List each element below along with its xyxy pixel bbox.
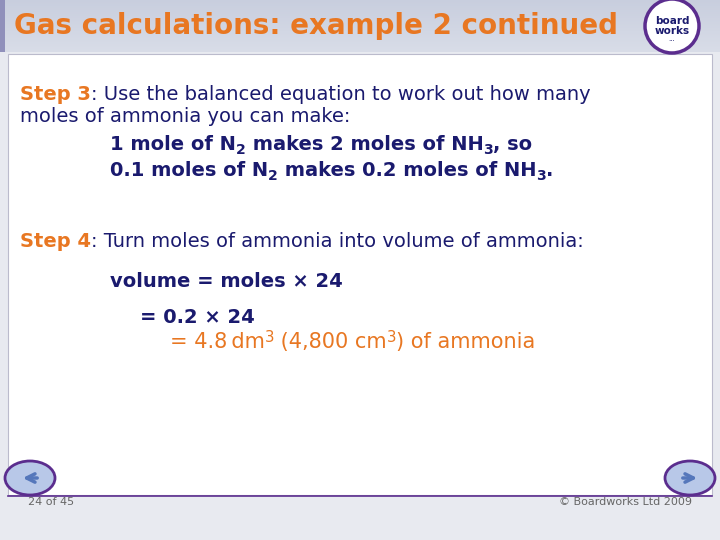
Text: Step 4: Step 4	[20, 232, 91, 251]
Bar	[0, 18, 720, 19]
Bar	[0, 15, 720, 16]
Bar	[0, 7, 720, 8]
Text: : Turn moles of ammonia into volume of ammonia:: : Turn moles of ammonia into volume of a…	[91, 232, 584, 251]
Bar	[0, 33, 720, 35]
Bar	[0, 43, 720, 44]
Text: Step 3: Step 3	[20, 85, 91, 104]
Bar	[0, 37, 720, 38]
Text: .: .	[546, 161, 554, 180]
Ellipse shape	[5, 461, 55, 495]
Bar	[0, 32, 720, 33]
Text: 3: 3	[265, 330, 274, 345]
Bar	[0, 50, 720, 51]
Bar	[0, 2, 720, 3]
Bar	[0, 20, 720, 21]
Bar	[0, 24, 720, 25]
Bar	[0, 17, 720, 18]
Text: , so: , so	[493, 135, 532, 154]
Bar	[0, 8, 720, 9]
Bar	[0, 23, 720, 24]
Bar	[0, 28, 720, 29]
Bar	[0, 47, 720, 48]
Text: ) of ammonia: ) of ammonia	[397, 332, 536, 352]
Bar	[0, 25, 720, 26]
Text: (4,800 cm: (4,800 cm	[274, 332, 387, 352]
Bar	[0, 49, 720, 50]
Bar	[0, 48, 720, 49]
Bar	[8, 54, 712, 495]
Text: makes 2 moles of NH: makes 2 moles of NH	[246, 135, 483, 154]
Bar	[0, 45, 720, 46]
Bar	[0, 27, 720, 28]
Bar	[0, 16, 720, 17]
Bar	[0, 9, 720, 10]
Text: works: works	[654, 26, 690, 36]
Bar	[0, 3, 720, 4]
Bar	[0, 39, 720, 40]
Text: 1 mole of N: 1 mole of N	[110, 135, 236, 154]
Bar	[0, 22, 720, 23]
Bar	[0, 5, 720, 6]
Bar	[0, 14, 720, 15]
Text: © Boardworks Ltd 2009: © Boardworks Ltd 2009	[559, 497, 692, 507]
Bar	[0, 30, 720, 31]
Bar	[0, 21, 720, 22]
Bar	[0, 40, 720, 42]
Text: 2: 2	[236, 144, 246, 158]
Bar	[0, 36, 720, 37]
Bar	[0, 29, 720, 30]
Text: 0.1 moles of N: 0.1 moles of N	[110, 161, 268, 180]
Text: 3: 3	[387, 330, 397, 345]
Bar	[0, 10, 720, 11]
Text: 2: 2	[268, 170, 278, 184]
Text: 3: 3	[536, 170, 546, 184]
Bar	[0, 0, 720, 1]
Bar	[0, 0, 5, 52]
Bar	[0, 4, 720, 5]
Text: ...: ...	[669, 36, 675, 42]
Bar	[0, 19, 720, 20]
Bar	[0, 26, 720, 27]
Bar	[0, 1, 720, 2]
Text: volume = moles × 24: volume = moles × 24	[110, 272, 343, 291]
Bar	[0, 44, 720, 45]
Text: : Use the balanced equation to work out how many: : Use the balanced equation to work out …	[91, 85, 590, 104]
Bar	[0, 38, 720, 39]
Text: Gas calculations: example 2 continued: Gas calculations: example 2 continued	[14, 12, 618, 40]
Bar	[0, 0, 720, 52]
Bar	[0, 51, 720, 52]
Bar	[0, 35, 720, 36]
Bar	[0, 31, 720, 32]
Text: makes 0.2 moles of NH: makes 0.2 moles of NH	[278, 161, 536, 180]
Circle shape	[645, 0, 699, 53]
Bar	[0, 12, 720, 14]
Text: 3: 3	[483, 144, 493, 158]
Bar	[0, 42, 720, 43]
Text: = 4.8 dm: = 4.8 dm	[170, 332, 265, 352]
Text: board: board	[654, 16, 689, 26]
Bar	[0, 11, 720, 12]
Text: moles of ammonia you can make:: moles of ammonia you can make:	[20, 107, 351, 126]
Text: 24 of 45: 24 of 45	[28, 497, 74, 507]
Bar	[0, 6, 720, 7]
Text: = 0.2 × 24: = 0.2 × 24	[140, 308, 255, 327]
Bar	[0, 46, 720, 47]
Ellipse shape	[665, 461, 715, 495]
